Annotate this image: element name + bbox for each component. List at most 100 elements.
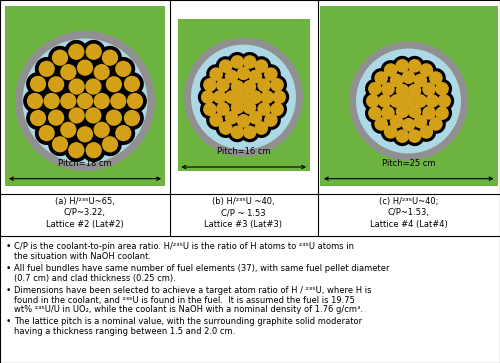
- Ellipse shape: [102, 73, 126, 96]
- Ellipse shape: [419, 79, 439, 99]
- Ellipse shape: [60, 64, 76, 80]
- Text: Pitch=18 cm: Pitch=18 cm: [58, 159, 112, 168]
- Ellipse shape: [102, 136, 118, 152]
- Ellipse shape: [120, 106, 144, 130]
- Ellipse shape: [112, 121, 135, 145]
- Ellipse shape: [254, 121, 268, 135]
- Ellipse shape: [416, 122, 436, 142]
- Ellipse shape: [98, 132, 122, 156]
- Ellipse shape: [82, 138, 106, 162]
- Ellipse shape: [52, 50, 68, 66]
- Ellipse shape: [64, 40, 88, 64]
- Ellipse shape: [106, 110, 122, 126]
- Ellipse shape: [230, 101, 244, 114]
- Ellipse shape: [435, 106, 449, 120]
- Ellipse shape: [398, 67, 418, 87]
- Ellipse shape: [77, 126, 93, 142]
- Ellipse shape: [222, 66, 242, 86]
- Ellipse shape: [198, 87, 218, 107]
- Ellipse shape: [210, 87, 230, 107]
- Ellipse shape: [252, 56, 272, 76]
- Ellipse shape: [123, 89, 147, 113]
- Ellipse shape: [216, 78, 230, 92]
- Ellipse shape: [216, 102, 230, 116]
- Ellipse shape: [184, 38, 303, 156]
- Ellipse shape: [404, 81, 424, 101]
- Ellipse shape: [77, 93, 93, 109]
- Ellipse shape: [390, 94, 404, 108]
- Ellipse shape: [380, 122, 400, 142]
- Bar: [5, 6, 165, 187]
- Ellipse shape: [200, 99, 220, 119]
- Ellipse shape: [396, 129, 409, 143]
- Ellipse shape: [102, 106, 126, 130]
- Ellipse shape: [225, 90, 238, 104]
- Ellipse shape: [73, 89, 97, 113]
- Ellipse shape: [225, 70, 238, 83]
- Text: the situation with NaOH coolant.: the situation with NaOH coolant.: [14, 252, 151, 261]
- Ellipse shape: [228, 122, 248, 142]
- Ellipse shape: [422, 106, 436, 120]
- Ellipse shape: [404, 126, 424, 146]
- Ellipse shape: [228, 97, 248, 117]
- Ellipse shape: [112, 57, 135, 81]
- Ellipse shape: [98, 46, 122, 70]
- Ellipse shape: [38, 61, 55, 77]
- Ellipse shape: [60, 93, 76, 109]
- Ellipse shape: [426, 114, 446, 134]
- Ellipse shape: [115, 61, 132, 77]
- Ellipse shape: [222, 108, 242, 128]
- Text: (b) H/²³⁵U ~40,
C/P ~ 1.53
Lattice #3 (Lat#3): (b) H/²³⁵U ~40, C/P ~ 1.53 Lattice #3 (L…: [204, 197, 282, 229]
- Ellipse shape: [82, 103, 105, 127]
- Ellipse shape: [216, 56, 236, 76]
- Ellipse shape: [82, 75, 105, 98]
- Ellipse shape: [371, 68, 391, 88]
- Ellipse shape: [35, 57, 58, 81]
- Ellipse shape: [392, 101, 412, 121]
- Ellipse shape: [270, 102, 284, 116]
- Ellipse shape: [242, 101, 256, 114]
- Ellipse shape: [236, 90, 250, 104]
- Ellipse shape: [115, 125, 132, 141]
- Ellipse shape: [68, 44, 84, 60]
- Ellipse shape: [82, 40, 106, 64]
- Ellipse shape: [56, 118, 80, 142]
- Ellipse shape: [429, 117, 442, 131]
- Ellipse shape: [392, 56, 412, 76]
- Ellipse shape: [124, 110, 140, 126]
- Ellipse shape: [356, 49, 461, 154]
- Ellipse shape: [236, 114, 250, 128]
- Ellipse shape: [40, 89, 64, 113]
- Ellipse shape: [48, 46, 72, 70]
- Ellipse shape: [73, 122, 97, 146]
- Ellipse shape: [44, 73, 68, 96]
- Ellipse shape: [65, 103, 88, 127]
- Ellipse shape: [390, 115, 404, 129]
- Ellipse shape: [219, 60, 232, 73]
- Ellipse shape: [432, 79, 452, 99]
- Ellipse shape: [240, 52, 260, 72]
- Text: The lattice pitch is a nominal value, with the surrounding graphite solid modera: The lattice pitch is a nominal value, wi…: [14, 317, 362, 326]
- Ellipse shape: [124, 76, 140, 92]
- Ellipse shape: [267, 75, 287, 95]
- Ellipse shape: [236, 66, 250, 80]
- Ellipse shape: [270, 78, 284, 92]
- Ellipse shape: [398, 91, 418, 111]
- Ellipse shape: [408, 84, 422, 98]
- Ellipse shape: [56, 60, 80, 84]
- Text: C/P is the coolant-to-pin area ratio. H/²³⁵U is the ratio of H atoms to ²³⁵U ato: C/P is the coolant-to-pin area ratio. H/…: [14, 242, 354, 251]
- Ellipse shape: [264, 113, 278, 127]
- Ellipse shape: [64, 138, 88, 162]
- Ellipse shape: [35, 121, 58, 145]
- Ellipse shape: [261, 64, 281, 84]
- Ellipse shape: [234, 63, 254, 83]
- Ellipse shape: [210, 67, 223, 81]
- Ellipse shape: [242, 80, 256, 94]
- Ellipse shape: [435, 82, 449, 95]
- Ellipse shape: [408, 129, 422, 143]
- Ellipse shape: [248, 90, 262, 104]
- Text: (0.7 cm) and clad thickness (0.25 cm).: (0.7 cm) and clad thickness (0.25 cm).: [14, 274, 176, 283]
- Ellipse shape: [408, 105, 422, 118]
- Ellipse shape: [408, 59, 422, 73]
- Text: (c) H/²³⁵U~40;
C/P~1.53,
Lattice #4 (Lat#4): (c) H/²³⁵U~40; C/P~1.53, Lattice #4 (Lat…: [370, 197, 448, 229]
